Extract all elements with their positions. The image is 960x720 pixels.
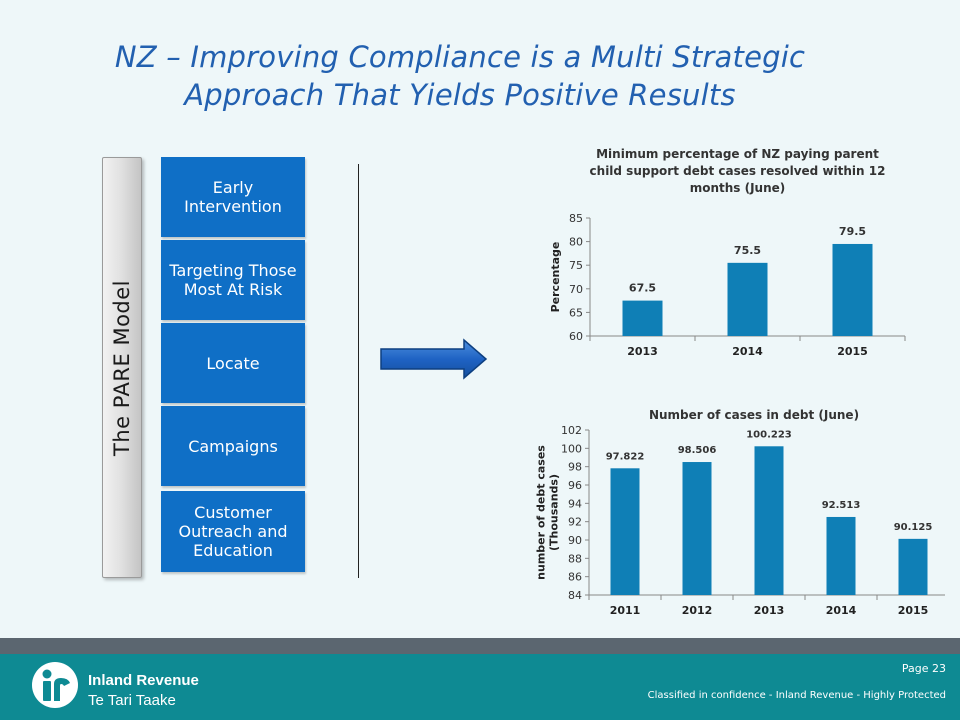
x-tick-label: 2015 — [898, 604, 929, 617]
y-tick-label: 96 — [568, 479, 582, 492]
x-tick-label: 2013 — [754, 604, 785, 617]
page-number: Page 23 — [901, 662, 946, 675]
footer-strip — [0, 638, 960, 654]
title-line-1: NZ – Improving Compliance is a Multi Str… — [114, 40, 806, 74]
y-tick-label: 65 — [569, 306, 583, 319]
y-tick-label: 94 — [568, 497, 582, 510]
y-tick-label: 60 — [569, 330, 583, 343]
pare-model-label: The PARE Model — [110, 279, 134, 456]
bar-2014 — [727, 262, 768, 336]
data-label-2015: 90.125 — [894, 522, 933, 533]
title-line-2: Approach That Yields Positive Results — [184, 78, 736, 112]
x-tick-label: 2015 — [837, 345, 868, 358]
pare-model-bar: The PARE Model — [102, 157, 142, 578]
bar-2013 — [622, 300, 663, 336]
chart-title-line: child support debt cases resolved within… — [590, 164, 886, 178]
data-label-2014: 92.513 — [822, 500, 861, 511]
chart-resolved-svg: Minimum percentage of NZ paying parent ch… — [549, 147, 906, 358]
x-tick-label: 2011 — [610, 604, 641, 617]
classification-notice: Classified in confidence - Inland Revenu… — [647, 690, 946, 701]
data-label-2014: 75.5 — [734, 244, 761, 257]
strategy-locate: Locate — [161, 323, 305, 403]
chart-cases-in-debt: Number of cases in debt (June) number of … — [525, 403, 950, 632]
footer — [0, 654, 960, 720]
y-tick-label: 84 — [568, 589, 582, 602]
ird-logo-icon — [32, 662, 78, 708]
data-label-2015: 79.5 — [839, 225, 866, 238]
y-tick-label: 100 — [561, 442, 582, 455]
bar-2012 — [682, 462, 712, 595]
bar-2013 — [754, 446, 784, 595]
y-tick-label: 75 — [569, 259, 583, 272]
y-axis-label-line: number of debt cases — [535, 445, 548, 580]
y-tick-label: 90 — [568, 534, 582, 547]
strategy-early-intervention: Early Intervention — [161, 157, 305, 237]
logo-maori-name: Te Tari Taake — [88, 692, 176, 709]
data-label-2013: 100.223 — [746, 429, 792, 440]
bar-2011 — [610, 468, 640, 595]
data-label-2011: 97.822 — [606, 451, 645, 462]
x-tick-label: 2014 — [732, 345, 763, 358]
bar-2015 — [898, 538, 928, 595]
strategy-campaigns: Campaigns — [161, 406, 305, 486]
chart-title-line: Minimum percentage of NZ paying parent — [596, 147, 879, 161]
chart-debt-cases-resolved: Minimum percentage of NZ paying parent ch… — [525, 140, 925, 374]
x-tick-label: 2014 — [826, 604, 857, 617]
y-tick-label: 80 — [569, 236, 583, 249]
y-tick-label: 92 — [568, 516, 582, 529]
y-tick-label: 85 — [569, 212, 583, 225]
chart-title-line: Number of cases in debt (June) — [649, 408, 859, 422]
y-tick-label: 88 — [568, 552, 582, 565]
chart-debt-svg: Number of cases in debt (June) number of … — [535, 408, 950, 617]
y-axis-label-line: (Thousands) — [548, 474, 561, 551]
slide-title: NZ – Improving Compliance is a Multi Str… — [40, 38, 880, 114]
x-tick-label: 2013 — [627, 345, 658, 358]
bar-2015 — [832, 243, 873, 336]
chart-title-line: months (June) — [690, 181, 786, 195]
y-axis-label: Percentage — [549, 242, 562, 313]
y-tick-label: 98 — [568, 461, 582, 474]
strategy-targeting-at-risk: Targeting Those Most At Risk — [161, 240, 305, 320]
right-arrow-icon — [380, 338, 490, 384]
data-label-2013: 67.5 — [629, 282, 656, 295]
bar-2014 — [826, 516, 856, 595]
strategy-customer-outreach: Customer Outreach and Education — [161, 491, 305, 572]
y-tick-label: 70 — [569, 283, 583, 296]
y-axis-label-line: Percentage — [549, 242, 562, 313]
y-axis-label: number of debt cases (Thousands) — [535, 445, 561, 580]
y-tick-label: 102 — [561, 424, 582, 437]
x-tick-label: 2012 — [682, 604, 713, 617]
vertical-divider — [358, 164, 359, 578]
data-label-2012: 98.506 — [678, 445, 717, 456]
y-tick-label: 86 — [568, 571, 582, 584]
logo-name: Inland Revenue — [88, 672, 199, 689]
